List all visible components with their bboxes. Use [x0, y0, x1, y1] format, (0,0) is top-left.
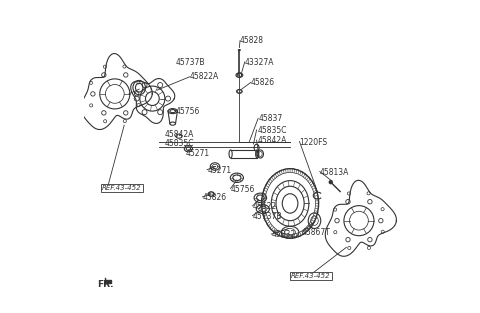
Text: 45271: 45271 [207, 166, 231, 175]
Polygon shape [106, 280, 111, 283]
Text: 45737B: 45737B [252, 212, 282, 221]
Text: 45756: 45756 [230, 185, 255, 194]
Text: 45867T: 45867T [302, 228, 331, 237]
Text: 45826: 45826 [203, 193, 227, 202]
Ellipse shape [238, 49, 241, 51]
Text: 45832: 45832 [271, 230, 295, 239]
Text: 45826: 45826 [251, 79, 275, 87]
Text: 45835C: 45835C [165, 140, 194, 148]
Text: 45271: 45271 [185, 149, 209, 158]
Text: FR.: FR. [97, 280, 114, 289]
Text: 45835C: 45835C [257, 126, 287, 135]
Text: 45622: 45622 [252, 202, 276, 211]
Text: 45842A: 45842A [257, 136, 287, 145]
Text: 45828: 45828 [240, 36, 264, 45]
Text: 45822A: 45822A [190, 72, 219, 81]
Text: REF.43-452: REF.43-452 [102, 185, 142, 192]
Text: REF.43-452: REF.43-452 [291, 273, 331, 279]
Text: 43327A: 43327A [245, 58, 274, 67]
Text: 1220FS: 1220FS [300, 138, 327, 147]
Text: 45842A: 45842A [165, 130, 194, 139]
Text: 45737B: 45737B [176, 58, 205, 67]
Circle shape [329, 180, 333, 184]
Text: 45837: 45837 [259, 115, 283, 123]
Text: 45813A: 45813A [320, 168, 349, 177]
Text: 45756: 45756 [176, 107, 200, 115]
